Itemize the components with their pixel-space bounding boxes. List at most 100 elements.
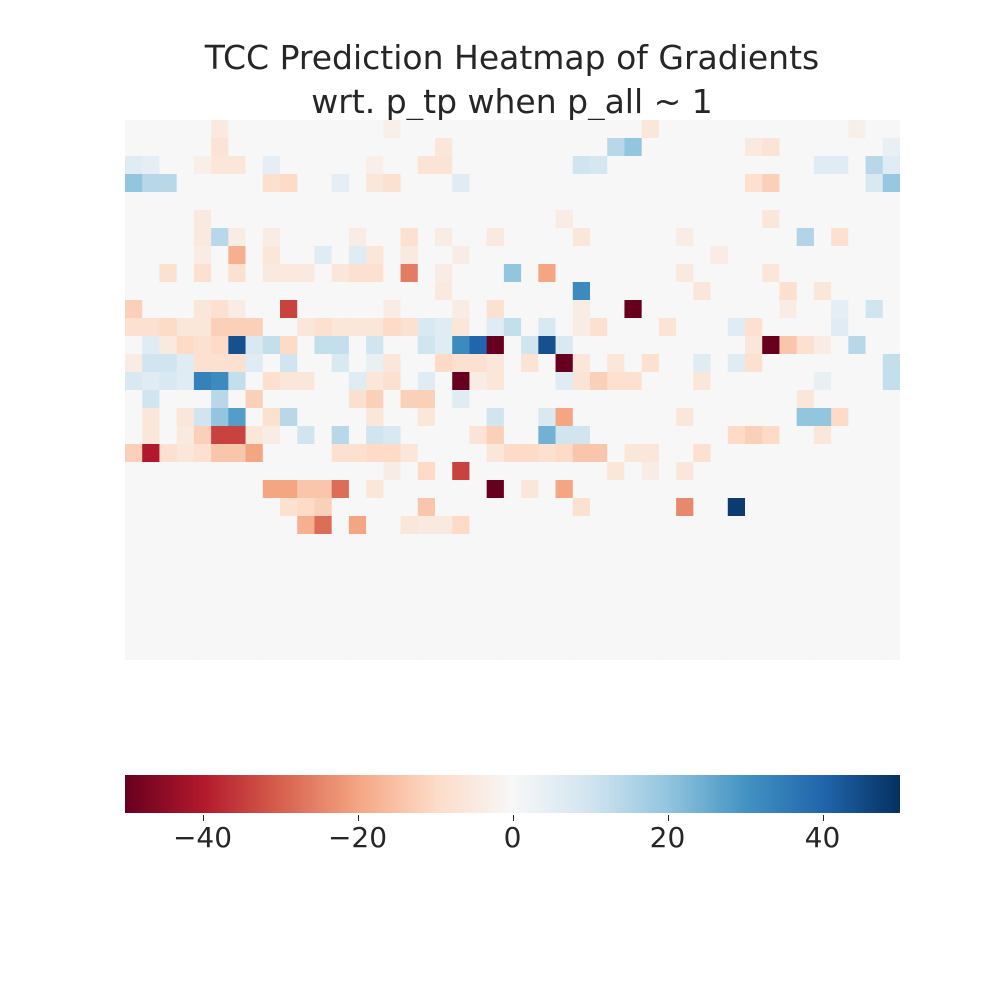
heatmap-cell: [641, 228, 660, 247]
heatmap-cell: [486, 516, 505, 535]
heatmap-cell: [262, 300, 281, 319]
heatmap-cell: [658, 408, 677, 427]
heatmap-cell: [882, 570, 900, 589]
heatmap-cell: [366, 264, 384, 283]
heatmap-cell: [159, 264, 178, 283]
heatmap-cell: [745, 120, 763, 139]
heatmap-cell: [865, 552, 884, 571]
heatmap-cell: [693, 516, 711, 535]
heatmap-cell: [538, 120, 556, 139]
heatmap-cell: [314, 210, 333, 229]
heatmap-cell: [503, 156, 522, 175]
heatmap-cell: [176, 462, 195, 481]
heatmap-cell: [400, 174, 419, 193]
heatmap-cell: [796, 156, 815, 175]
heatmap-cell: [314, 246, 333, 265]
heatmap-cell: [813, 642, 832, 660]
heatmap-cell: [641, 336, 660, 355]
heatmap-cell: [658, 120, 677, 139]
heatmap-cell: [331, 210, 350, 229]
heatmap-cell: [228, 174, 246, 193]
heatmap-cell: [417, 588, 436, 607]
heatmap-cell: [435, 426, 453, 445]
heatmap-cell: [366, 192, 384, 211]
heatmap-cell: [486, 408, 505, 427]
heatmap-cell: [624, 120, 643, 139]
heatmap-cell: [193, 408, 212, 427]
heatmap-cell: [882, 552, 900, 571]
heatmap-cell: [228, 300, 246, 319]
heatmap-cell: [366, 120, 384, 139]
heatmap-cell: [882, 606, 900, 625]
heatmap-cell: [848, 462, 866, 481]
heatmap-cell: [297, 606, 315, 625]
heatmap-cell: [762, 624, 780, 643]
heatmap-cell: [348, 552, 367, 571]
heatmap-cell: [658, 156, 677, 175]
heatmap-cell: [572, 300, 591, 319]
heatmap-cell: [831, 606, 849, 625]
heatmap-cell: [607, 264, 625, 283]
heatmap-cell: [882, 588, 900, 607]
heatmap-cell: [727, 354, 746, 373]
heatmap-cell: [159, 282, 178, 301]
heatmap-cell: [658, 300, 677, 319]
colorbar-tick-mark: [357, 815, 359, 821]
heatmap-cell: [779, 390, 798, 409]
heatmap-cell: [831, 138, 849, 157]
heatmap-cell: [211, 534, 229, 553]
heatmap-cell: [125, 120, 143, 139]
heatmap-cell: [710, 408, 729, 427]
heatmap-cell: [848, 390, 866, 409]
heatmap-cell: [469, 462, 488, 481]
heatmap-cell: [538, 372, 556, 391]
heatmap-cell: [538, 264, 556, 283]
heatmap-cell: [676, 300, 694, 319]
heatmap-cell: [159, 498, 178, 517]
heatmap-cell: [142, 300, 160, 319]
heatmap-cell: [314, 480, 333, 499]
heatmap-cell: [245, 354, 264, 373]
heatmap-cell: [314, 120, 333, 139]
heatmap-cell: [193, 282, 212, 301]
heatmap-cell: [727, 300, 746, 319]
heatmap-cell: [607, 210, 625, 229]
heatmap-cell: [727, 480, 746, 499]
heatmap-cell: [348, 516, 367, 535]
heatmap-cell: [641, 300, 660, 319]
heatmap-cell: [297, 282, 315, 301]
heatmap-cell: [641, 156, 660, 175]
heatmap-cell: [590, 156, 608, 175]
heatmap-cell: [676, 336, 694, 355]
heatmap-cell: [159, 318, 178, 337]
heatmap-cell: [813, 210, 832, 229]
heatmap-cell: [590, 534, 608, 553]
heatmap-cell: [383, 570, 401, 589]
heatmap-cell: [607, 282, 625, 301]
heatmap-cell: [762, 372, 780, 391]
heatmap-cell: [745, 426, 763, 445]
heatmap-cell: [452, 516, 470, 535]
heatmap-cell: [745, 480, 763, 499]
heatmap-cell: [297, 300, 315, 319]
heatmap-cell: [159, 534, 178, 553]
heatmap-cell: [658, 642, 677, 660]
heatmap-cell: [245, 534, 264, 553]
heatmap-cell: [727, 174, 746, 193]
heatmap-cell: [469, 498, 488, 517]
heatmap-cell: [245, 372, 264, 391]
heatmap-cell: [865, 480, 884, 499]
heatmap-cell: [228, 498, 246, 517]
heatmap-cell: [796, 138, 815, 157]
heatmap-cell: [572, 282, 591, 301]
heatmap-cell: [383, 552, 401, 571]
heatmap-cell: [538, 408, 556, 427]
heatmap-cell: [538, 156, 556, 175]
heatmap-cell: [882, 498, 900, 517]
heatmap-cell: [658, 264, 677, 283]
heatmap-cell: [796, 246, 815, 265]
heatmap-cell: [503, 534, 522, 553]
heatmap-cell: [262, 498, 281, 517]
heatmap-cell: [521, 588, 539, 607]
heatmap-cell: [366, 138, 384, 157]
